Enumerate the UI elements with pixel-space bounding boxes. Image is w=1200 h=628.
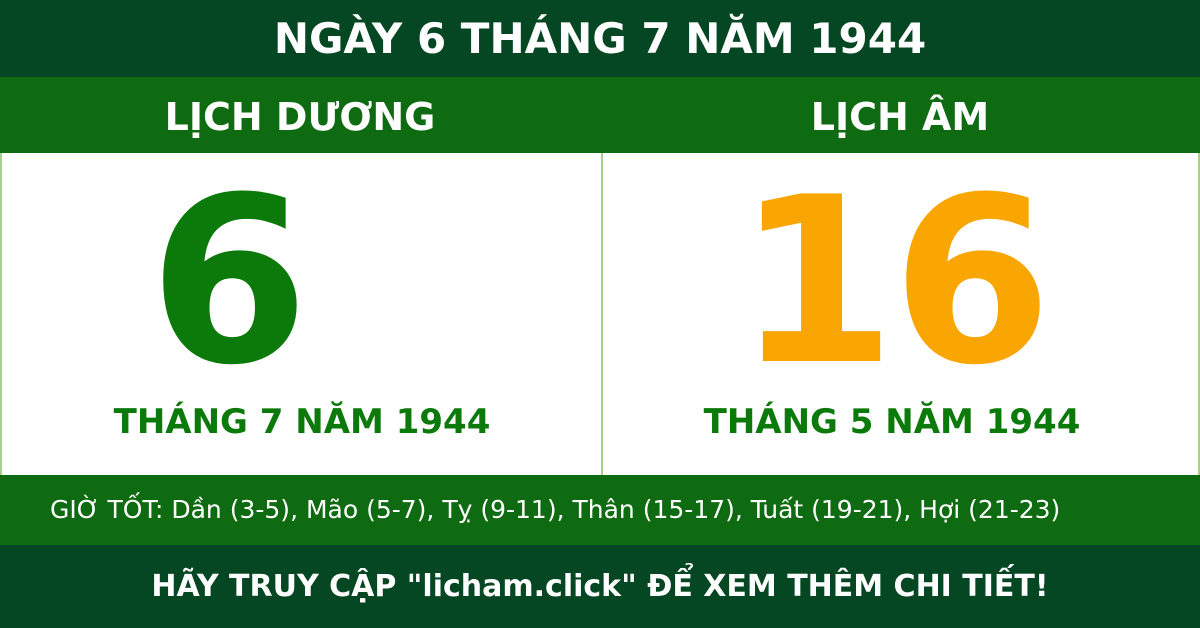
lunar-calendar-label: LỊCH ÂM — [810, 95, 990, 139]
lunar-month-year: THÁNG 5 NĂM 1944 — [703, 402, 1081, 442]
solar-day: 6 — [148, 149, 309, 416]
divider — [601, 153, 603, 475]
solar-calendar-label: LỊCH DƯƠNG — [164, 95, 436, 139]
lunar-day: 16 — [735, 149, 1052, 416]
good-hours: GIỜ TỐT: Dần (3-5), Mão (5-7), Tỵ (9-11)… — [0, 475, 1200, 545]
footer-cta: HÃY TRUY CẬP "licham.click" ĐỂ XEM THÊM … — [0, 545, 1200, 628]
calendar-headers: LỊCH DƯƠNG LỊCH ÂM — [0, 77, 1200, 153]
page-title: NGÀY 6 THÁNG 7 NĂM 1944 — [0, 0, 1200, 77]
solar-month-year: THÁNG 7 NĂM 1944 — [113, 402, 491, 442]
calendar-body: 6 THÁNG 7 NĂM 1944 16 THÁNG 5 NĂM 1944 — [0, 153, 1200, 475]
